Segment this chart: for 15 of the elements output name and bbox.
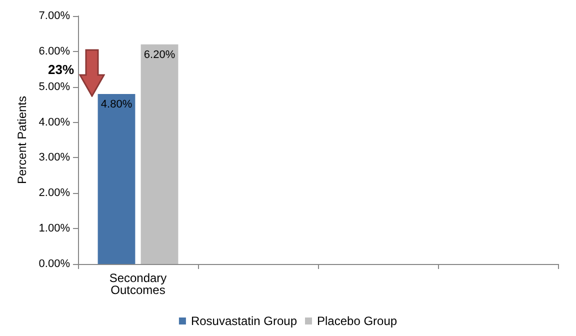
y-tick-label: 5.00% [38, 80, 70, 93]
y-tick-label: 6.00% [38, 45, 70, 58]
y-tick-label: 0.00% [38, 258, 70, 270]
text: 23% [48, 62, 74, 77]
y-tick-label: 7.00% [38, 10, 70, 22]
y-axis-title: Percent Patients [14, 96, 29, 184]
legend-label: Rosuvastatin Group [190, 314, 298, 328]
y-tick-label: 3.00% [38, 152, 70, 164]
legend-label: Placebo Group [317, 314, 398, 328]
data-label: 6.20% [144, 48, 176, 61]
y-tick-label: 1.00% [38, 222, 70, 235]
y-tick-label: 4.00% [38, 116, 70, 128]
x-tick-label: Secondary Outcomes [109, 271, 167, 297]
data-label: 4.80% [100, 98, 132, 110]
y-tick-label: 2.00% [38, 187, 70, 200]
